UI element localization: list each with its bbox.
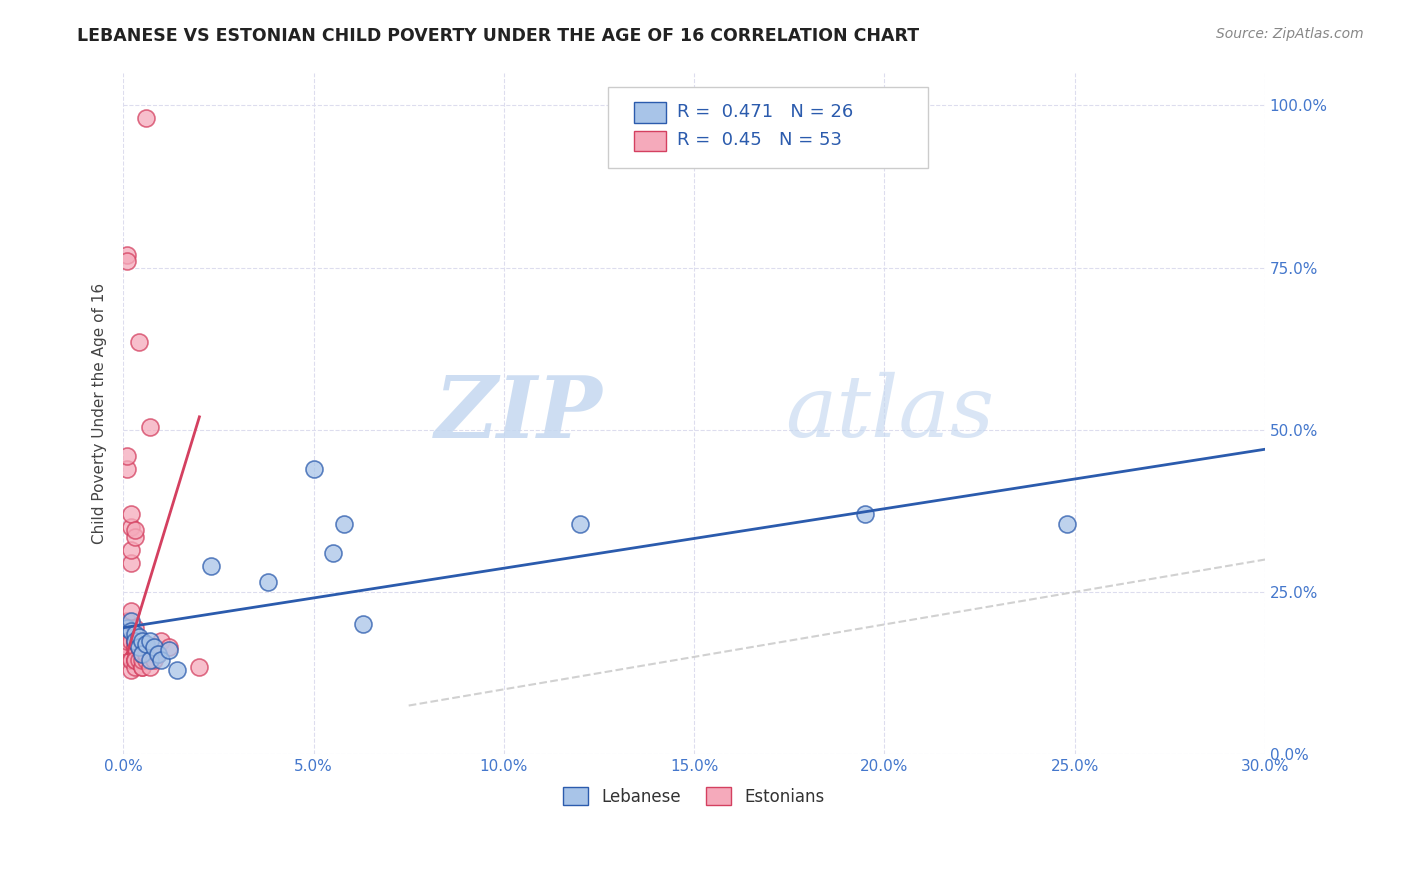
Point (124, 524, 146, 538)
Text: LEBANESE VS ESTONIAN CHILD POVERTY UNDER THE AGE OF 16 CORRELATION CHART: LEBANESE VS ESTONIAN CHILD POVERTY UNDER… (77, 27, 920, 45)
Point (115, 614, 138, 628)
Point (302, 461, 325, 475)
Point (120, 556, 142, 570)
Point (128, 633, 150, 648)
Point (124, 653, 146, 667)
Point (146, 647, 169, 661)
Point (124, 621, 146, 635)
Point (124, 653, 146, 667)
Point (128, 335, 150, 350)
Point (120, 663, 142, 677)
Point (568, 516, 591, 531)
Point (120, 614, 142, 628)
Point (352, 617, 374, 632)
Text: atlas: atlas (786, 372, 994, 455)
Point (131, 633, 153, 648)
Point (131, 647, 153, 661)
Point (131, 659, 153, 673)
Point (124, 653, 146, 667)
Point (120, 507, 142, 521)
Point (115, 640, 138, 655)
Point (115, 633, 138, 648)
Point (157, 643, 180, 657)
Y-axis label: Child Poverty Under the Age of 16: Child Poverty Under the Age of 16 (93, 283, 107, 544)
Point (131, 647, 153, 661)
Point (139, 659, 162, 673)
Point (120, 605, 142, 619)
Text: R =  0.471   N = 26: R = 0.471 N = 26 (676, 103, 853, 120)
Point (120, 633, 142, 648)
Point (120, 653, 142, 667)
Point (142, 640, 165, 655)
Point (135, 637, 157, 651)
Point (142, 653, 165, 667)
Point (115, 640, 138, 655)
Point (124, 633, 146, 648)
Text: Source: ZipAtlas.com: Source: ZipAtlas.com (1216, 27, 1364, 41)
Point (150, 653, 173, 667)
Point (135, 112, 157, 126)
Point (124, 633, 146, 648)
Legend: Lebanese, Estonians: Lebanese, Estonians (555, 780, 834, 814)
Point (322, 546, 344, 560)
Point (139, 419, 162, 434)
Point (115, 647, 138, 661)
FancyBboxPatch shape (609, 87, 928, 169)
Point (115, 254, 138, 268)
FancyBboxPatch shape (634, 103, 665, 123)
FancyBboxPatch shape (634, 131, 665, 152)
Point (333, 516, 356, 531)
Point (200, 559, 222, 574)
Point (135, 640, 157, 655)
Point (128, 640, 150, 655)
Point (124, 627, 146, 641)
Point (115, 637, 138, 651)
Point (128, 653, 150, 667)
Point (139, 633, 162, 648)
Point (128, 631, 150, 645)
Point (120, 653, 142, 667)
Point (135, 647, 157, 661)
Point (120, 520, 142, 534)
Point (115, 247, 138, 261)
Point (124, 659, 146, 673)
Point (115, 449, 138, 463)
Point (124, 633, 146, 648)
Point (131, 653, 153, 667)
Point (853, 507, 876, 521)
Point (131, 659, 153, 673)
Point (128, 640, 150, 655)
Text: ZIP: ZIP (434, 372, 603, 455)
Point (124, 633, 146, 648)
Point (124, 640, 146, 655)
Point (150, 633, 173, 648)
Point (188, 659, 211, 673)
Point (146, 647, 169, 661)
Point (1056, 516, 1078, 531)
Point (157, 640, 180, 655)
Point (131, 633, 153, 648)
Point (166, 663, 188, 677)
Point (120, 542, 142, 557)
Text: R =  0.45   N = 53: R = 0.45 N = 53 (676, 131, 842, 149)
Point (139, 653, 162, 667)
Point (115, 647, 138, 661)
Point (135, 653, 157, 667)
Point (128, 640, 150, 655)
Point (124, 530, 146, 544)
Point (257, 575, 280, 590)
Point (115, 461, 138, 475)
Point (120, 624, 142, 638)
Point (115, 621, 138, 635)
Point (124, 640, 146, 655)
